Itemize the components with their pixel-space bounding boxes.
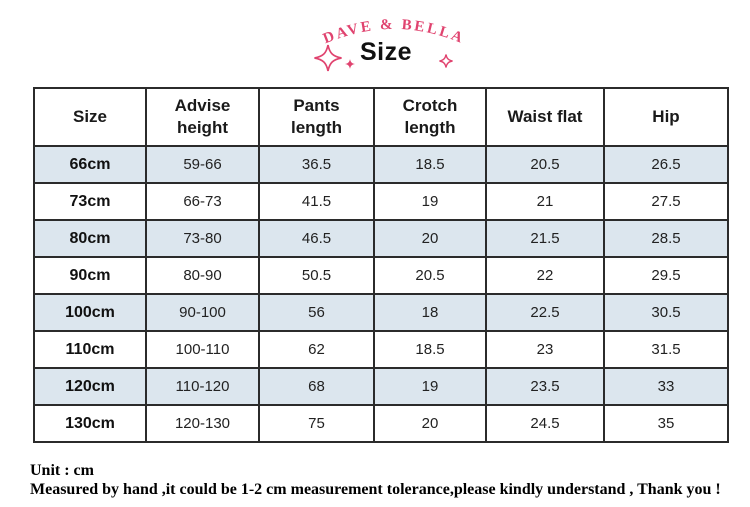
header-pants-length: Pants length	[258, 87, 375, 147]
value-cell: 41.5	[258, 182, 375, 221]
header-size: Size	[33, 87, 147, 147]
value-cell: 20	[373, 404, 487, 443]
value-cell: 23.5	[485, 367, 605, 406]
footer-notes: Unit : cm Measured by hand ,it could be …	[30, 461, 745, 499]
value-cell: 29.5	[603, 256, 729, 295]
sparkle-right-icon	[439, 54, 453, 68]
size-cell: 130cm	[33, 404, 147, 443]
value-cell: 21	[485, 182, 605, 221]
value-cell: 66-73	[145, 182, 260, 221]
value-cell: 90-100	[145, 293, 260, 332]
tolerance-note: Measured by hand ,it could be 1-2 cm mea…	[30, 481, 721, 498]
header-advise-height: Advise height	[145, 87, 260, 147]
header-crotch-length: Crotch length	[373, 87, 487, 147]
size-cell: 80cm	[33, 219, 147, 258]
table-row: 73cm 66-73 41.5 19 21 27.5	[33, 182, 729, 221]
table-row: 90cm 80-90 50.5 20.5 22 29.5	[33, 256, 729, 295]
size-cell: 110cm	[33, 330, 147, 369]
unit-note: Unit : cm	[30, 462, 94, 479]
size-cell: 73cm	[33, 182, 147, 221]
table-header-row: Size Advise height Pants length Crotch l…	[33, 87, 729, 147]
value-cell: 100-110	[145, 330, 260, 369]
table-row: 120cm 110-120 68 19 23.5 33	[33, 367, 729, 406]
value-cell: 20.5	[373, 256, 487, 295]
value-cell: 18.5	[373, 330, 487, 369]
value-cell: 68	[258, 367, 375, 406]
value-cell: 36.5	[258, 145, 375, 184]
value-cell: 75	[258, 404, 375, 443]
size-cell: 120cm	[33, 367, 147, 406]
value-cell: 35	[603, 404, 729, 443]
value-cell: 19	[373, 182, 487, 221]
value-cell: 20.5	[485, 145, 605, 184]
value-cell: 59-66	[145, 145, 260, 184]
value-cell: 23	[485, 330, 605, 369]
value-cell: 46.5	[258, 219, 375, 258]
value-cell: 33	[603, 367, 729, 406]
value-cell: 26.5	[603, 145, 729, 184]
sparkle-small-filled-icon	[345, 59, 355, 69]
sparkle-large-icon	[314, 44, 342, 72]
value-cell: 110-120	[145, 367, 260, 406]
value-cell: 27.5	[603, 182, 729, 221]
value-cell: 18.5	[373, 145, 487, 184]
value-cell: 22	[485, 256, 605, 295]
value-cell: 21.5	[485, 219, 605, 258]
header-waist-flat: Waist flat	[485, 87, 605, 147]
page-title: Size	[359, 38, 413, 66]
value-cell: 30.5	[603, 293, 729, 332]
value-cell: 24.5	[485, 404, 605, 443]
value-cell: 56	[258, 293, 375, 332]
table-row: 130cm 120-130 75 20 24.5 35	[33, 404, 729, 443]
value-cell: 73-80	[145, 219, 260, 258]
value-cell: 22.5	[485, 293, 605, 332]
value-cell: 28.5	[603, 219, 729, 258]
size-cell: 100cm	[33, 293, 147, 332]
value-cell: 20	[373, 219, 487, 258]
value-cell: 19	[373, 367, 487, 406]
value-cell: 80-90	[145, 256, 260, 295]
size-cell: 66cm	[33, 145, 147, 184]
table-row: 100cm 90-100 56 18 22.5 30.5	[33, 293, 729, 332]
size-table: Size Advise height Pants length Crotch l…	[33, 87, 729, 443]
value-cell: 31.5	[603, 330, 729, 369]
value-cell: 62	[258, 330, 375, 369]
value-cell: 50.5	[258, 256, 375, 295]
header-hip: Hip	[603, 87, 729, 147]
value-cell: 120-130	[145, 404, 260, 443]
value-cell: 18	[373, 293, 487, 332]
table-row: 110cm 100-110 62 18.5 23 31.5	[33, 330, 729, 369]
table-row: 66cm 59-66 36.5 18.5 20.5 26.5	[33, 145, 729, 184]
brand-logo: DAVE & BELLA	[314, 17, 465, 72]
table-row: 80cm 73-80 46.5 20 21.5 28.5	[33, 219, 729, 258]
size-cell: 90cm	[33, 256, 147, 295]
